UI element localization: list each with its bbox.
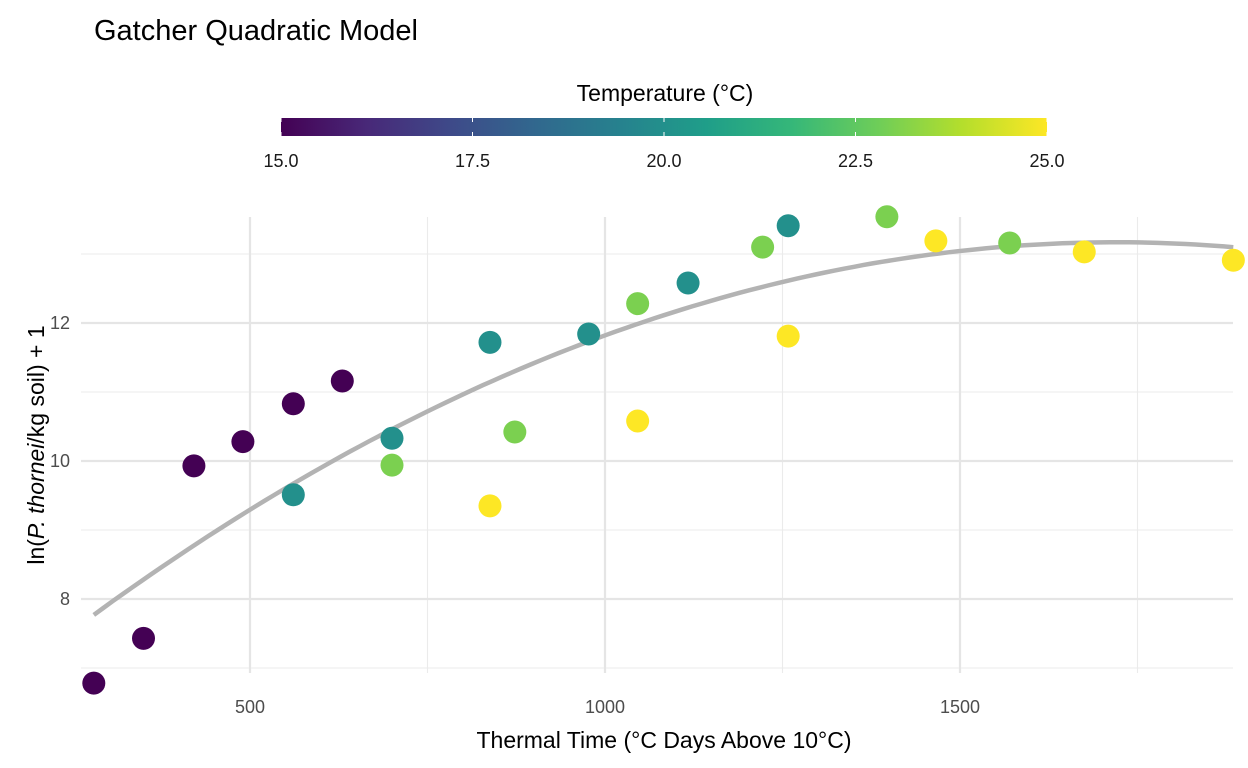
x-tick-labels: 500 1000 1500 bbox=[235, 697, 980, 717]
colorbar-tick-label: 15.0 bbox=[263, 151, 298, 171]
data-point bbox=[776, 214, 800, 238]
colorbar-tick-label: 22.5 bbox=[838, 151, 873, 171]
y-axis-title-italic: P. thornei bbox=[23, 443, 49, 539]
chart-title: Gatcher Quadratic Model bbox=[94, 15, 418, 47]
data-point bbox=[676, 271, 700, 295]
x-tick-label: 500 bbox=[235, 697, 265, 717]
data-point bbox=[875, 205, 899, 229]
y-tick-label: 12 bbox=[50, 313, 70, 333]
data-point bbox=[1221, 248, 1245, 272]
y-tick-label: 10 bbox=[50, 451, 70, 471]
y-axis-title-suffix: /kg soil) + 1 bbox=[23, 325, 49, 443]
data-points bbox=[82, 205, 1245, 695]
colorbar-ticks bbox=[280, 118, 1048, 136]
data-point bbox=[1072, 240, 1096, 264]
data-point bbox=[182, 454, 206, 478]
data-point bbox=[231, 430, 255, 454]
data-point bbox=[998, 231, 1022, 255]
x-axis-title: Thermal Time (°C Days Above 10°C) bbox=[476, 727, 851, 753]
data-point bbox=[924, 229, 948, 253]
data-point bbox=[776, 324, 800, 348]
y-tick-labels: 8 10 12 bbox=[50, 313, 70, 609]
legend-title: Temperature (°C) bbox=[577, 80, 754, 106]
colorbar-tick-labels: 15.0 17.5 20.0 22.5 25.0 bbox=[263, 151, 1064, 171]
data-point bbox=[577, 322, 601, 346]
y-axis-title-prefix: ln( bbox=[23, 539, 49, 565]
data-point bbox=[82, 671, 106, 695]
data-point bbox=[380, 453, 404, 477]
colorbar-legend: Temperature (°C) 15.0 17.5 20.0 22.5 25.0 bbox=[263, 80, 1064, 171]
x-tick-label: 1000 bbox=[585, 697, 625, 717]
colorbar-tick-label: 17.5 bbox=[455, 151, 490, 171]
data-point bbox=[503, 420, 527, 444]
x-tick-label: 1500 bbox=[940, 697, 980, 717]
grid bbox=[81, 217, 1233, 673]
data-point bbox=[478, 494, 502, 518]
data-point bbox=[626, 409, 650, 433]
colorbar-tick-label: 20.0 bbox=[646, 151, 681, 171]
data-point bbox=[281, 392, 305, 416]
data-point bbox=[330, 369, 354, 393]
quadratic-fit-line bbox=[92, 240, 1234, 617]
data-point bbox=[132, 626, 155, 650]
y-axis-title: ln(P. thornei/kg soil) + 1 bbox=[23, 325, 49, 564]
data-point bbox=[281, 483, 305, 507]
colorbar bbox=[281, 118, 1047, 136]
y-tick-label: 8 bbox=[60, 589, 70, 609]
data-point bbox=[478, 330, 502, 354]
data-point bbox=[751, 235, 775, 259]
data-point bbox=[380, 426, 404, 450]
colorbar-tick-label: 25.0 bbox=[1029, 151, 1064, 171]
data-point bbox=[626, 292, 650, 316]
